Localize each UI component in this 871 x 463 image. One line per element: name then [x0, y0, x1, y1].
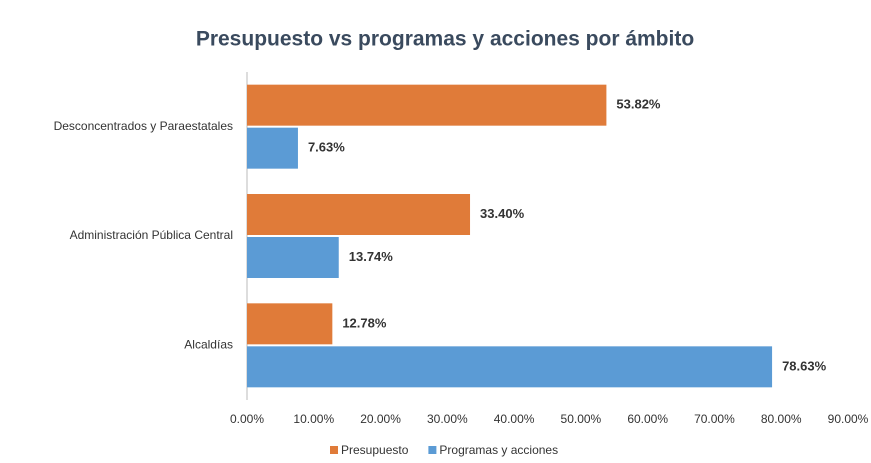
x-tick-label: 50.00% — [561, 412, 602, 426]
value-label: 33.40% — [480, 206, 525, 221]
x-tick-label: 80.00% — [761, 412, 802, 426]
bar — [247, 303, 333, 345]
x-tick-label: 20.00% — [360, 412, 401, 426]
x-tick-label: 0.00% — [230, 412, 264, 426]
x-tick-label: 30.00% — [427, 412, 468, 426]
legend-label: Presupuesto — [341, 443, 409, 457]
value-label: 7.63% — [308, 140, 345, 155]
x-tick-label: 90.00% — [828, 412, 869, 426]
value-label: 53.82% — [616, 97, 661, 112]
bar — [247, 237, 339, 278]
value-label: 12.78% — [342, 315, 387, 330]
bar — [247, 346, 773, 388]
x-tick-label: 10.00% — [293, 412, 334, 426]
value-label: 13.74% — [349, 249, 394, 264]
legend-swatch — [330, 446, 338, 454]
bar — [247, 127, 298, 169]
legend-label: Programas y acciones — [439, 443, 558, 457]
bar — [247, 84, 607, 126]
bar — [247, 194, 471, 235]
legend-swatch — [428, 446, 437, 454]
y-tick-label: Alcaldías — [184, 338, 233, 352]
y-tick-label: Administración Pública Central — [70, 228, 233, 242]
x-tick-label: 70.00% — [694, 412, 735, 426]
y-tick-label: Desconcentrados y Paraestatales — [54, 119, 233, 133]
x-tick-label: 40.00% — [494, 412, 535, 426]
value-label: 78.63% — [782, 358, 827, 373]
chart-title: Presupuesto vs programas y acciones por … — [196, 28, 694, 51]
x-tick-label: 60.00% — [627, 412, 668, 426]
